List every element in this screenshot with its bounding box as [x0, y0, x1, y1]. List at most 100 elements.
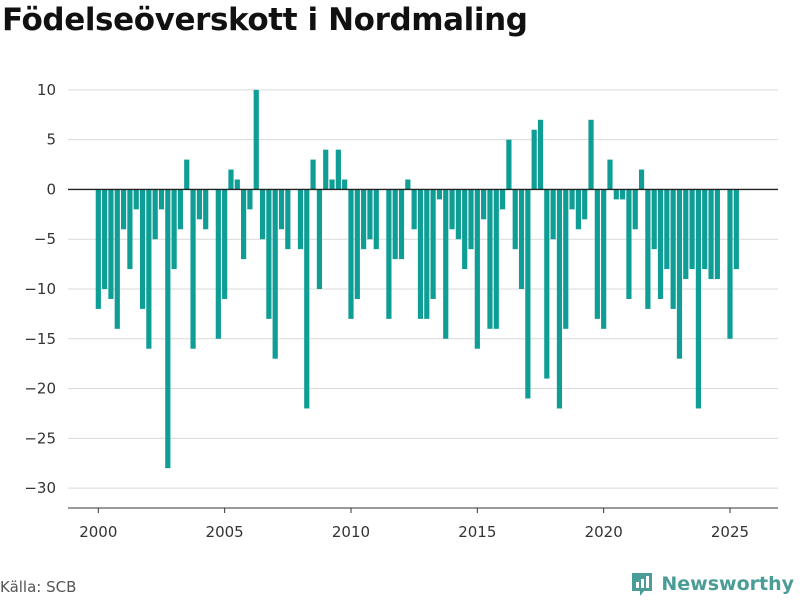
- axes: [68, 188, 778, 513]
- y-tick-label: −25: [24, 429, 56, 447]
- bar: [443, 189, 449, 339]
- bar: [108, 189, 114, 299]
- x-tick-label: 2005: [206, 523, 244, 541]
- bar: [588, 119, 594, 190]
- bar: [436, 189, 443, 200]
- y-tick-label: −15: [24, 330, 56, 348]
- bar: [139, 189, 146, 309]
- y-tick-label: 0: [46, 180, 56, 198]
- bar: [102, 189, 108, 289]
- source-note: Källa: SCB: [0, 578, 77, 596]
- bar: [506, 139, 512, 190]
- bar: [518, 189, 525, 289]
- bar: [683, 189, 689, 280]
- bar: [733, 189, 739, 270]
- bar: [158, 189, 165, 210]
- bar: [462, 189, 468, 270]
- bar: [127, 189, 133, 270]
- bar: [285, 189, 291, 250]
- bar: [613, 189, 619, 200]
- y-tick-label: −10: [24, 280, 56, 298]
- bar: [367, 189, 373, 240]
- bar: [177, 189, 184, 230]
- bar: [241, 189, 247, 260]
- bar: [638, 169, 645, 190]
- x-tick-label: 2000: [79, 523, 117, 541]
- bar: [259, 189, 266, 240]
- bar: [373, 189, 379, 250]
- bar: [714, 189, 720, 280]
- bar: [481, 189, 487, 220]
- bar: [531, 129, 537, 190]
- bar: [310, 159, 316, 190]
- bar: [708, 189, 714, 280]
- bar: [316, 189, 323, 289]
- bar: [632, 189, 638, 230]
- bar: [95, 189, 101, 309]
- bar: [234, 179, 240, 190]
- bar: [278, 189, 285, 230]
- bar: [424, 189, 430, 319]
- bar: [695, 189, 702, 409]
- bar: [657, 189, 664, 299]
- bar: [550, 189, 556, 240]
- bar: [272, 189, 278, 359]
- bar: [329, 179, 335, 190]
- bar: [512, 189, 518, 250]
- bar: [342, 179, 348, 190]
- bar: [537, 119, 544, 190]
- bar: [171, 189, 177, 270]
- bar: [398, 189, 405, 260]
- bar: [215, 189, 221, 339]
- y-tick-label: 5: [46, 131, 56, 149]
- bar: [228, 169, 234, 190]
- bar: [455, 189, 461, 240]
- bar: [449, 189, 455, 230]
- bar: [676, 189, 683, 359]
- bar: [575, 189, 581, 230]
- bar: [152, 189, 158, 240]
- x-tick-label: 2010: [332, 523, 370, 541]
- y-tick-label: −20: [24, 380, 56, 398]
- bar: [253, 89, 259, 190]
- bars: [95, 89, 739, 469]
- bar: [689, 189, 695, 270]
- bar: [203, 189, 209, 230]
- bar: [304, 189, 310, 409]
- bar: [607, 159, 613, 190]
- bar: [620, 189, 626, 200]
- bar: [664, 189, 670, 270]
- bar: [392, 189, 398, 260]
- bar: [411, 189, 417, 230]
- brand-logo[interactable]: Newsworthy: [629, 570, 794, 598]
- bar: [544, 189, 550, 379]
- bar: [569, 189, 575, 210]
- bar: [354, 189, 360, 299]
- x-tick-label: 2025: [711, 523, 749, 541]
- bar: [601, 189, 607, 329]
- tick-labels: 10 5 0 −5 −10 −15 −20 −25 −30 2000 2005 2010 2015 202…: [24, 81, 749, 541]
- bar: [386, 189, 392, 319]
- bar: [468, 189, 474, 250]
- brand-name: Newsworthy: [661, 573, 794, 595]
- bar: [165, 189, 171, 469]
- bar: [499, 189, 506, 210]
- bar: [493, 189, 499, 329]
- bar: [727, 189, 733, 339]
- x-tick-label: 2020: [585, 523, 623, 541]
- bar: [114, 189, 120, 329]
- bar: [417, 189, 424, 319]
- bar: [361, 189, 367, 250]
- chart-title: Födelseöverskott i Nordmaling: [2, 2, 528, 38]
- bar: [594, 189, 600, 319]
- y-tick-label: −5: [34, 230, 56, 248]
- bar: [487, 189, 493, 329]
- bar: [474, 189, 480, 349]
- bar: [430, 189, 436, 299]
- bar: [702, 189, 708, 270]
- bar: [670, 189, 676, 309]
- bar: [190, 189, 196, 349]
- bar: [556, 189, 563, 409]
- bar: [146, 189, 152, 349]
- bar: [335, 149, 341, 190]
